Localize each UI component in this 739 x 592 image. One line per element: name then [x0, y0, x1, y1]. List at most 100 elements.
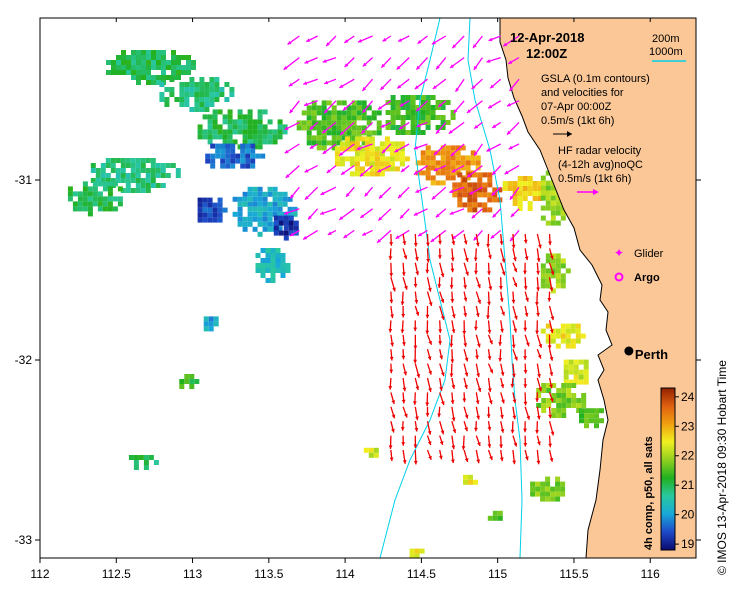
velocity-arrow [415, 100, 428, 112]
velocity-arrow [473, 57, 483, 71]
velocity-arrow [396, 57, 410, 71]
velocity-arrow [502, 35, 520, 47]
velocity-arrow [504, 165, 520, 175]
velocity-arrow [450, 392, 455, 405]
velocity-arrow [402, 334, 406, 346]
velocity-arrow [398, 121, 410, 130]
velocity-arrow [400, 165, 410, 173]
x-tick-label: 116 [641, 567, 660, 581]
velocity-arrow [487, 392, 493, 405]
velocity-arrow [323, 100, 337, 114]
velocity-arrow [417, 35, 428, 45]
velocity-arrow [388, 435, 393, 449]
velocity-arrow [285, 165, 300, 179]
velocity-arrow [523, 262, 527, 275]
velocity-arrow [451, 421, 457, 434]
velocity-arrow [536, 377, 543, 392]
temperature-patch [106, 50, 196, 85]
velocity-arrow [425, 262, 430, 274]
velocity-arrow [523, 277, 528, 290]
velocity-arrow [512, 449, 517, 465]
velocity-arrow [548, 449, 554, 462]
velocity-arrow [377, 165, 392, 173]
velocity-arrow [402, 277, 408, 290]
velocity-arrow [431, 186, 447, 201]
velocity-arrow [523, 233, 528, 244]
velocity-arrow [397, 186, 410, 199]
velocity-arrow [535, 421, 539, 434]
velocity-arrow [474, 262, 478, 275]
velocity-arrow [475, 435, 481, 447]
velocity-arrow [361, 78, 374, 92]
velocity-arrow [413, 334, 418, 350]
velocity-arrow [413, 208, 428, 216]
velocity-arrow [536, 233, 542, 249]
land-mass [499, 18, 696, 558]
velocity-arrow [389, 262, 394, 277]
colorbar-tick-label: 19 [681, 537, 695, 551]
velocity-arrow [426, 449, 432, 461]
velocity-arrow [414, 248, 419, 261]
velocity-arrow [289, 186, 300, 199]
velocity-arrow [435, 57, 447, 70]
velocity-arrow [474, 320, 478, 331]
velocity-arrow [471, 208, 483, 219]
velocity-arrow [401, 262, 406, 276]
velocity-arrow [302, 229, 318, 240]
velocity-arrow [451, 233, 456, 246]
temperature-patch [90, 158, 181, 193]
velocity-arrow [390, 305, 394, 319]
velocity-arrow [548, 392, 554, 403]
velocity-arrow [388, 320, 393, 333]
velocity-arrow [487, 100, 502, 109]
velocity-arrow [309, 143, 318, 150]
velocity-arrow [500, 421, 505, 433]
velocity-arrow [303, 100, 318, 107]
velocity-arrow [512, 248, 517, 262]
velocity-arrow [413, 143, 428, 150]
velocity-arrow [548, 435, 553, 448]
velocity-arrow [506, 100, 520, 107]
velocity-arrow [323, 78, 337, 85]
map-time: 12:00Z [526, 46, 567, 61]
gsla-line-2: and velocities for [541, 87, 624, 99]
velocity-arrow [439, 435, 444, 446]
velocity-arrow [413, 165, 428, 176]
velocity-arrow [381, 143, 392, 154]
velocity-arrow [425, 305, 430, 319]
x-tick-label: 114 [336, 567, 355, 581]
velocity-arrow [426, 363, 432, 375]
velocity-arrow [320, 186, 337, 196]
velocity-arrow [450, 291, 455, 303]
x-tick-label: 112.5 [102, 567, 131, 581]
velocity-arrow [463, 262, 469, 276]
velocity-arrow [345, 186, 355, 198]
hf-scale-arrowhead-icon [593, 189, 599, 195]
velocity-arrow [548, 377, 553, 389]
velocity-arrow [325, 35, 337, 47]
velocity-arrow [510, 208, 520, 218]
velocity-arrow [413, 449, 418, 465]
argo-circle-icon [614, 272, 624, 282]
velocity-arrow [450, 262, 455, 273]
velocity-arrow [412, 392, 417, 405]
velocity-arrow [548, 421, 555, 436]
velocity-arrow [321, 121, 337, 134]
velocity-arrow [379, 78, 392, 91]
colorbar-tick-label: 21 [681, 478, 695, 492]
temperature-patch [255, 248, 291, 283]
colorbar-scale [660, 387, 676, 551]
velocity-arrow [394, 143, 410, 153]
velocity-arrow [451, 320, 456, 334]
velocity-arrow [338, 143, 355, 157]
velocity-arrow [535, 320, 539, 335]
gsla-line-1: GSLA (0.1m contours) [541, 73, 650, 85]
velocity-arrow [473, 229, 483, 241]
velocity-arrow [439, 392, 445, 406]
temperature-patch [205, 143, 266, 169]
x-axis: 112 112.5 113 113.5 114 114.5 115 115.5 116 [30, 18, 660, 581]
velocity-arrow [377, 208, 392, 221]
velocity-arrow [449, 186, 465, 194]
velocity-arrow [487, 262, 491, 275]
velocity-arrow [413, 349, 418, 364]
